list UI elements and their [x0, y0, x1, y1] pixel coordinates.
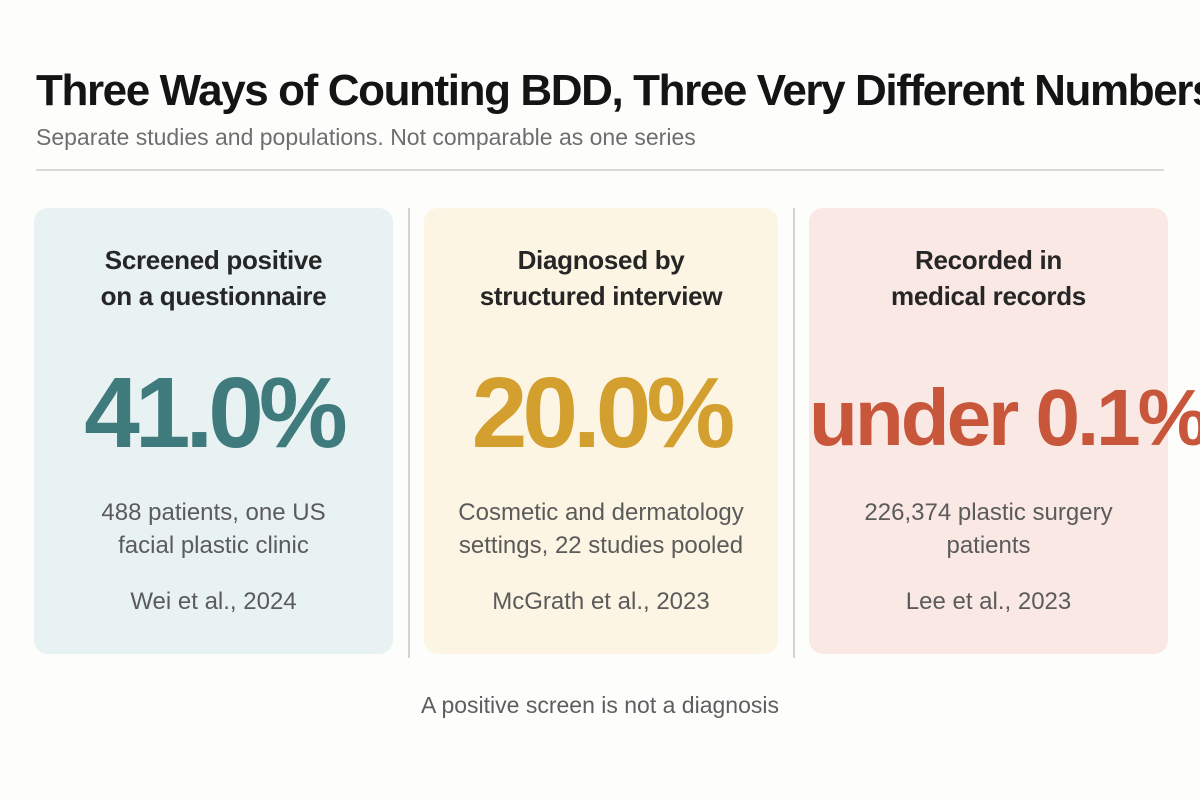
card-label: Recorded in medical records [891, 245, 1086, 311]
header-divider [36, 169, 1164, 171]
stat-card-screened: Screened positive on a questionnaire 41.… [34, 208, 393, 654]
stat-card-recorded: Recorded in medical records under 0.1% 2… [809, 208, 1200, 654]
card-value: 41.0% [84, 357, 348, 469]
card-divider [408, 208, 410, 658]
card-source: Lee et al., 2023 [905, 588, 1072, 615]
footnote: A positive screen is not a diagnosis [421, 692, 779, 718]
card-divider [793, 208, 795, 658]
stat-card-diagnosed: Diagnosed by structured interview 20.0% … [424, 208, 778, 654]
card-description: 488 patients, one US facial plastic clin… [101, 499, 326, 559]
card-source: McGrath et al., 2023 [492, 588, 710, 615]
card-value: 20.0% [471, 357, 736, 469]
card-description: Cosmetic and dermatology settings, 22 st… [458, 499, 744, 559]
page-title: Three Ways of Counting BDD, Three Very D… [36, 66, 1200, 115]
header: Three Ways of Counting BDD, Three Very D… [36, 66, 1200, 152]
card-source: Wei et al., 2024 [130, 588, 297, 615]
card-label: Diagnosed by structured interview [479, 245, 723, 311]
page-subtitle: Separate studies and populations. Not co… [36, 124, 696, 150]
card-value: under 0.1% [809, 373, 1200, 462]
card-description: 226,374 plastic surgery patients [864, 499, 1113, 559]
card-label: Screened positive on a questionnaire [100, 245, 327, 311]
